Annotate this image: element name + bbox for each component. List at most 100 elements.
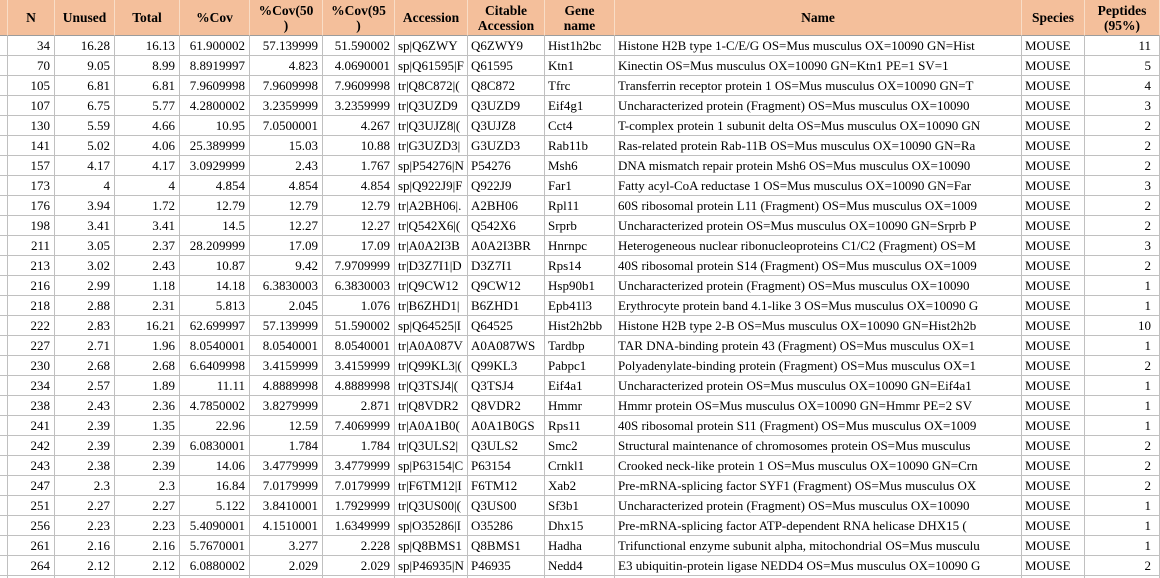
column-header-accession[interactable]: Accession <box>395 0 468 36</box>
cell-peptides[interactable]: 2 <box>1085 156 1160 176</box>
cell-cov50[interactable]: 9.42 <box>250 256 323 276</box>
cell-cov[interactable]: 10.87 <box>180 256 250 276</box>
cell-name[interactable]: Crooked neck-like protein 1 OS=Mus muscu… <box>615 456 1022 476</box>
cell-cov50[interactable]: 6.3830003 <box>250 276 323 296</box>
cell-unused[interactable]: 2.39 <box>55 416 115 436</box>
cell-species[interactable]: MOUSE <box>1022 196 1085 216</box>
cell-name[interactable]: Fatty acyl-CoA reductase 1 OS=Mus muscul… <box>615 176 1022 196</box>
cell-n[interactable]: 213 <box>8 256 55 276</box>
cell-cov[interactable]: 25.389999 <box>180 136 250 156</box>
cell-unused[interactable]: 2.23 <box>55 516 115 536</box>
cell-cov[interactable]: 16.84 <box>180 476 250 496</box>
cell-cov50[interactable]: 12.27 <box>250 216 323 236</box>
cell-name[interactable]: Trifunctional enzyme subunit alpha, mito… <box>615 536 1022 556</box>
cell-unused[interactable]: 9.05 <box>55 56 115 76</box>
cell-peptides[interactable]: 1 <box>1085 416 1160 436</box>
cell-gene[interactable]: Hist1h2bc <box>545 36 615 56</box>
cell-species[interactable]: MOUSE <box>1022 236 1085 256</box>
cell-gene[interactable]: Xab2 <box>545 476 615 496</box>
cell-name[interactable]: Ras-related protein Rab-11B OS=Mus muscu… <box>615 136 1022 156</box>
cell-name[interactable]: 60S ribosomal protein L11 (Fragment) OS=… <box>615 196 1022 216</box>
cell-cov[interactable]: 6.6409998 <box>180 356 250 376</box>
cell-total[interactable]: 2.39 <box>115 456 180 476</box>
column-header-cov95[interactable]: %Cov(95 ) <box>323 0 395 36</box>
cell-cov[interactable]: 8.0540001 <box>180 336 250 356</box>
cell-species[interactable]: MOUSE <box>1022 136 1085 156</box>
cell-cov95[interactable]: 12.27 <box>323 216 395 236</box>
cell-accession[interactable]: tr|F6TM12|I <box>395 476 468 496</box>
cell-unused[interactable]: 2.39 <box>55 436 115 456</box>
cell-species[interactable]: MOUSE <box>1022 316 1085 336</box>
cell-n[interactable]: 198 <box>8 216 55 236</box>
cell-cov50[interactable]: 3.4159999 <box>250 356 323 376</box>
cell-total[interactable]: 2.31 <box>115 296 180 316</box>
cell-gene[interactable]: Hnrnpc <box>545 236 615 256</box>
cell-cov[interactable]: 28.209999 <box>180 236 250 256</box>
cell-species[interactable]: MOUSE <box>1022 56 1085 76</box>
cell-n[interactable]: 251 <box>8 496 55 516</box>
cell-cov[interactable]: 7.9609998 <box>180 76 250 96</box>
cell-n[interactable]: 176 <box>8 196 55 216</box>
cell-name[interactable]: Transferrin receptor protein 1 OS=Mus mu… <box>615 76 1022 96</box>
cell-cov[interactable]: 6.0830001 <box>180 436 250 456</box>
cell-citable[interactable]: Q6ZWY9 <box>468 36 545 56</box>
cell-total[interactable]: 2.3 <box>115 476 180 496</box>
cell-unused[interactable]: 2.57 <box>55 376 115 396</box>
cell-species[interactable]: MOUSE <box>1022 416 1085 436</box>
cell-accession[interactable]: tr|Q8VDR2 <box>395 396 468 416</box>
cell-unused[interactable]: 3.94 <box>55 196 115 216</box>
cell-unused[interactable]: 2.16 <box>55 536 115 556</box>
cell-cov50[interactable]: 4.854 <box>250 176 323 196</box>
cell-species[interactable]: MOUSE <box>1022 456 1085 476</box>
cell-citable[interactable]: Q542X6 <box>468 216 545 236</box>
cell-accession[interactable]: tr|B6ZHD1| <box>395 296 468 316</box>
cell-unused[interactable]: 2.38 <box>55 456 115 476</box>
cell-unused[interactable]: 2.83 <box>55 316 115 336</box>
cell-name[interactable]: Erythrocyte protein band 4.1-like 3 OS=M… <box>615 296 1022 316</box>
cell-cov50[interactable]: 7.0179999 <box>250 476 323 496</box>
cell-total[interactable]: 1.18 <box>115 276 180 296</box>
cell-name[interactable]: Uncharacterized protein (Fragment) OS=Mu… <box>615 96 1022 116</box>
cell-accession[interactable]: tr|Q9CW12 <box>395 276 468 296</box>
cell-cov50[interactable]: 8.0540001 <box>250 336 323 356</box>
cell-name[interactable]: DNA mismatch repair protein Msh6 OS=Mus … <box>615 156 1022 176</box>
cell-cov[interactable]: 5.4090001 <box>180 516 250 536</box>
cell-total[interactable]: 16.13 <box>115 36 180 56</box>
cell-peptides[interactable]: 2 <box>1085 456 1160 476</box>
cell-peptides[interactable]: 2 <box>1085 356 1160 376</box>
cell-n[interactable]: 216 <box>8 276 55 296</box>
cell-n[interactable]: 243 <box>8 456 55 476</box>
cell-cov[interactable]: 14.06 <box>180 456 250 476</box>
cell-gene[interactable]: Cct4 <box>545 116 615 136</box>
cell-name[interactable]: T-complex protein 1 subunit delta OS=Mus… <box>615 116 1022 136</box>
cell-unused[interactable]: 4.17 <box>55 156 115 176</box>
cell-accession[interactable]: sp|Q922J9|F <box>395 176 468 196</box>
cell-total[interactable]: 4 <box>115 176 180 196</box>
cell-species[interactable]: MOUSE <box>1022 376 1085 396</box>
cell-unused[interactable]: 2.71 <box>55 336 115 356</box>
cell-peptides[interactable]: 3 <box>1085 96 1160 116</box>
cell-name[interactable]: Uncharacterized protein OS=Mus musculus … <box>615 216 1022 236</box>
cell-gene[interactable]: Rps14 <box>545 256 615 276</box>
cell-total[interactable]: 2.39 <box>115 436 180 456</box>
cell-gene[interactable]: Msh6 <box>545 156 615 176</box>
cell-name[interactable]: Hmmr protein OS=Mus musculus OX=10090 GN… <box>615 396 1022 416</box>
cell-species[interactable]: MOUSE <box>1022 216 1085 236</box>
column-header-peptides[interactable]: Peptides (95%) <box>1085 0 1160 36</box>
cell-species[interactable]: MOUSE <box>1022 476 1085 496</box>
cell-citable[interactable]: P54276 <box>468 156 545 176</box>
cell-n[interactable]: 107 <box>8 96 55 116</box>
cell-accession[interactable]: tr|Q3US00|( <box>395 496 468 516</box>
cell-n[interactable]: 264 <box>8 556 55 576</box>
cell-peptides[interactable]: 2 <box>1085 216 1160 236</box>
cell-accession[interactable]: tr|D3Z7I1|D <box>395 256 468 276</box>
cell-peptides[interactable]: 2 <box>1085 116 1160 136</box>
cell-total[interactable]: 1.35 <box>115 416 180 436</box>
cell-peptides[interactable]: 1 <box>1085 396 1160 416</box>
cell-n[interactable]: 247 <box>8 476 55 496</box>
cell-unused[interactable]: 2.27 <box>55 496 115 516</box>
cell-citable[interactable]: Q3ULS2 <box>468 436 545 456</box>
cell-peptides[interactable]: 2 <box>1085 556 1160 576</box>
cell-accession[interactable]: sp|Q8BMS1 <box>395 536 468 556</box>
cell-peptides[interactable]: 1 <box>1085 516 1160 536</box>
